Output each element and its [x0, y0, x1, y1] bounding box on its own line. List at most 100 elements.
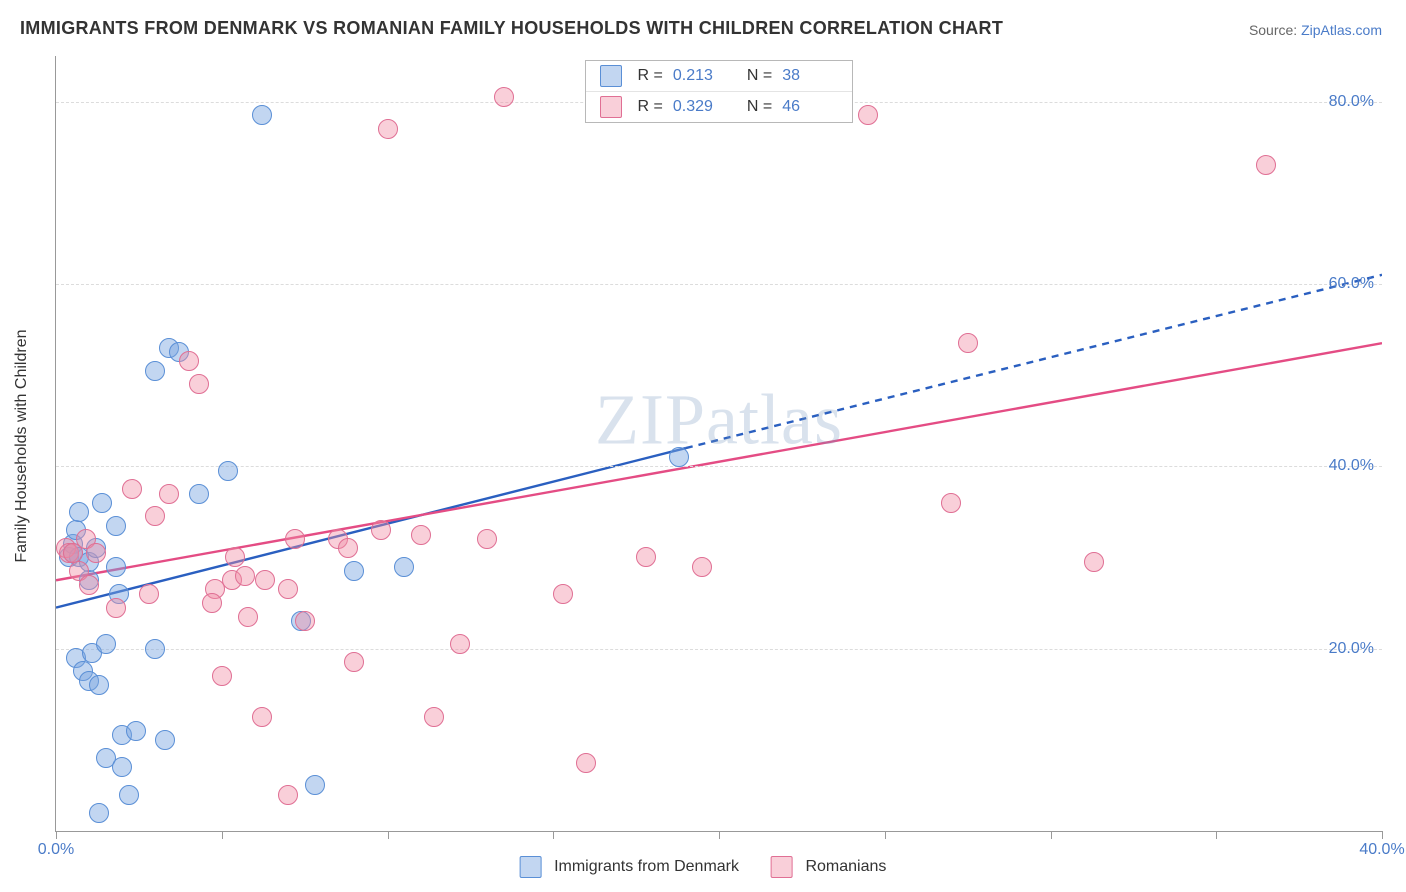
stats-legend-row: R = 0.213 N = 38 — [586, 61, 853, 91]
scatter-point — [189, 484, 209, 504]
scatter-point — [411, 525, 431, 545]
y-tick-label: 60.0% — [1329, 275, 1374, 293]
scatter-point — [238, 607, 258, 627]
scatter-point — [212, 666, 232, 686]
scatter-point — [255, 570, 275, 590]
scatter-point — [636, 547, 656, 567]
scatter-point — [92, 493, 112, 513]
scatter-point — [477, 529, 497, 549]
y-tick-label: 20.0% — [1329, 640, 1374, 658]
scatter-point — [576, 753, 596, 773]
scatter-point — [139, 584, 159, 604]
y-tick-label: 80.0% — [1329, 93, 1374, 111]
watermark: ZIPatlas — [595, 379, 843, 462]
x-tick — [222, 831, 223, 839]
scatter-point — [119, 785, 139, 805]
scatter-point — [378, 119, 398, 139]
gridline-h — [56, 284, 1382, 285]
scatter-point — [450, 634, 470, 654]
scatter-point — [218, 461, 238, 481]
scatter-point — [305, 775, 325, 795]
chart-title: IMMIGRANTS FROM DENMARK VS ROMANIAN FAMI… — [20, 18, 1003, 39]
x-tick — [1051, 831, 1052, 839]
x-tick — [719, 831, 720, 839]
scatter-point — [96, 634, 116, 654]
swatch-icon — [600, 65, 622, 87]
scatter-point — [858, 105, 878, 125]
y-tick-label: 40.0% — [1329, 457, 1374, 475]
scatter-point — [371, 520, 391, 540]
scatter-point — [122, 479, 142, 499]
x-legend: Immigrants from Denmark Romanians — [520, 856, 887, 878]
scatter-point — [553, 584, 573, 604]
swatch-denmark — [520, 856, 542, 878]
scatter-point — [394, 557, 414, 577]
n-value: 38 — [782, 67, 838, 85]
scatter-point — [424, 707, 444, 727]
x-tick — [1382, 831, 1383, 839]
x-legend-label-denmark: Immigrants from Denmark — [554, 858, 739, 875]
scatter-point — [145, 639, 165, 659]
gridline-h — [56, 466, 1382, 467]
trend-line — [686, 275, 1382, 448]
x-tick — [1216, 831, 1217, 839]
trend-line — [56, 343, 1382, 580]
scatter-point — [692, 557, 712, 577]
scatter-point — [235, 566, 255, 586]
scatter-point — [145, 506, 165, 526]
scatter-point — [1256, 155, 1276, 175]
x-legend-label-romanians: Romanians — [805, 858, 886, 875]
source-label: Source: — [1249, 22, 1301, 38]
scatter-point — [89, 803, 109, 823]
scatter-point — [669, 447, 689, 467]
scatter-point — [1084, 552, 1104, 572]
swatch-icon — [600, 96, 622, 118]
scatter-point — [202, 593, 222, 613]
plot-area: 20.0%40.0%60.0%80.0%0.0%40.0%ZIPatlasR =… — [55, 56, 1382, 832]
n-value: 46 — [782, 98, 838, 116]
scatter-point — [285, 529, 305, 549]
scatter-point — [79, 575, 99, 595]
stats-legend: R = 0.213 N = 38 R = 0.329 N = 46 — [585, 60, 854, 123]
scatter-point — [941, 493, 961, 513]
gridline-h — [56, 649, 1382, 650]
scatter-point — [958, 333, 978, 353]
x-tick — [388, 831, 389, 839]
r-label: R = — [638, 67, 663, 85]
r-label: R = — [638, 98, 663, 116]
scatter-point — [159, 484, 179, 504]
scatter-point — [225, 547, 245, 567]
n-label: N = — [747, 67, 772, 85]
scatter-point — [344, 561, 364, 581]
scatter-point — [106, 598, 126, 618]
x-legend-item-denmark: Immigrants from Denmark — [520, 856, 739, 878]
scatter-point — [344, 652, 364, 672]
scatter-point — [126, 721, 146, 741]
scatter-point — [106, 557, 126, 577]
y-axis-label: Family Households with Children — [13, 330, 31, 563]
source-link[interactable]: ZipAtlas.com — [1301, 22, 1382, 38]
scatter-point — [145, 361, 165, 381]
x-tick — [885, 831, 886, 839]
x-tick-label: 0.0% — [38, 841, 74, 859]
correlation-chart: IMMIGRANTS FROM DENMARK VS ROMANIAN FAMI… — [0, 0, 1406, 892]
x-tick — [56, 831, 57, 839]
r-value: 0.213 — [673, 67, 729, 85]
scatter-point — [278, 785, 298, 805]
scatter-point — [252, 105, 272, 125]
scatter-point — [252, 707, 272, 727]
scatter-point — [295, 611, 315, 631]
scatter-point — [106, 516, 126, 536]
scatter-point — [278, 579, 298, 599]
scatter-point — [189, 374, 209, 394]
scatter-point — [69, 502, 89, 522]
x-legend-item-romanians: Romanians — [771, 856, 886, 878]
stats-legend-row: R = 0.329 N = 46 — [586, 91, 853, 122]
scatter-point — [89, 675, 109, 695]
x-tick-label: 40.0% — [1359, 841, 1404, 859]
swatch-romanians — [771, 856, 793, 878]
scatter-point — [112, 757, 132, 777]
scatter-point — [179, 351, 199, 371]
r-value: 0.329 — [673, 98, 729, 116]
n-label: N = — [747, 98, 772, 116]
